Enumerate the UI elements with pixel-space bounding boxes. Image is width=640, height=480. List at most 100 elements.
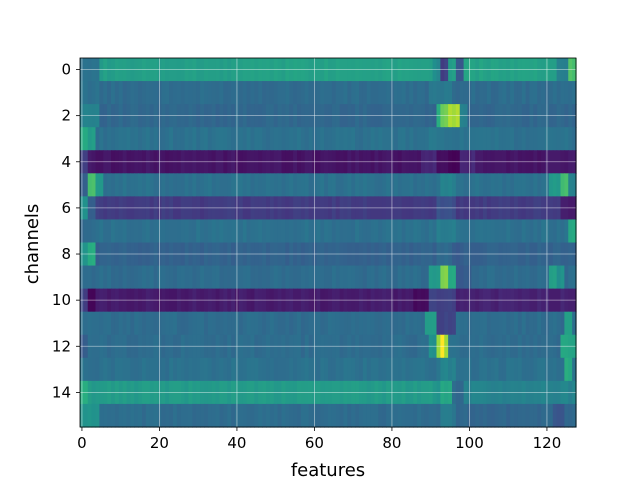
heatmap-cell <box>471 311 476 336</box>
heatmap-cell <box>471 403 476 428</box>
x-tick-label: 60 <box>305 434 324 452</box>
heatmap-cell <box>382 127 387 151</box>
heatmap-cell <box>238 81 244 105</box>
heatmap-cell <box>347 357 352 382</box>
heatmap-cell <box>316 219 321 244</box>
heatmap-cell <box>103 219 108 244</box>
heatmap-cell <box>118 311 124 336</box>
heatmap-cell <box>397 173 403 197</box>
heatmap-cell <box>378 265 383 290</box>
y-tick-label: 14 <box>52 383 71 401</box>
heatmap-cell <box>246 219 252 244</box>
heatmap-cell <box>409 81 414 105</box>
heatmap-cell <box>308 311 314 336</box>
heatmap-cell <box>440 219 445 244</box>
heatmap-cell <box>114 219 120 244</box>
heatmap-cell <box>308 403 314 428</box>
heatmap-cell <box>421 173 426 197</box>
heatmap-cell <box>463 127 469 151</box>
heatmap-cell <box>95 127 100 151</box>
heatmap-cell <box>246 127 252 151</box>
heatmap-cell <box>343 265 348 290</box>
heatmap-cell <box>87 127 93 151</box>
heatmap-cell <box>188 265 193 290</box>
heatmap-cell <box>517 403 523 428</box>
heatmap-cell <box>362 173 368 197</box>
heatmap-cell <box>169 173 174 197</box>
heatmap-cell <box>149 311 155 336</box>
x-tick-label: 20 <box>150 434 169 452</box>
heatmap-cell <box>401 219 407 244</box>
heatmap-cell <box>483 357 488 382</box>
heatmap-cell <box>114 403 120 428</box>
heatmap-cell <box>83 219 89 244</box>
heatmap-cell <box>297 219 302 244</box>
heatmap-cell <box>483 127 488 151</box>
heatmap-cell <box>424 357 430 382</box>
heatmap-cell <box>211 265 217 290</box>
heatmap-cell <box>173 219 178 244</box>
heatmap-cell <box>525 219 531 244</box>
heatmap-cell <box>366 219 372 244</box>
heatmap-cell <box>339 81 345 105</box>
heatmap-cell <box>262 219 267 244</box>
heatmap-cell <box>145 127 151 151</box>
heatmap-cell <box>91 127 97 151</box>
heatmap-cell <box>529 265 534 290</box>
heatmap-cell <box>211 357 217 382</box>
heatmap-cell <box>165 311 170 336</box>
heatmap-cell <box>417 173 422 197</box>
heatmap-cell <box>227 265 232 290</box>
heatmap-cell <box>529 403 534 428</box>
heatmap-cell <box>432 357 438 382</box>
heatmap-cell <box>556 311 562 336</box>
heatmap-cell <box>335 173 341 197</box>
heatmap-cell <box>331 403 337 428</box>
heatmap-cell <box>300 81 306 105</box>
heatmap-cell <box>238 265 244 290</box>
heatmap-cell <box>537 311 542 336</box>
heatmap-cell <box>250 403 255 428</box>
heatmap-cell <box>165 357 170 382</box>
heatmap-cell <box>564 173 569 197</box>
heatmap-cell <box>145 311 151 336</box>
heatmap-cell <box>238 219 244 244</box>
heatmap-cell <box>328 81 333 105</box>
heatmap-cell <box>99 311 104 336</box>
heatmap-cell <box>533 127 538 151</box>
heatmap-cell <box>211 311 217 336</box>
heatmap-cell <box>250 219 255 244</box>
heatmap-cell <box>374 311 379 336</box>
heatmap-cell <box>223 81 228 105</box>
heatmap-cell <box>238 311 244 336</box>
heatmap-cell <box>417 127 422 151</box>
heatmap-cell <box>339 127 345 151</box>
heatmap-cell <box>428 127 434 151</box>
heatmap-cell <box>424 219 430 244</box>
heatmap-cell <box>428 81 434 105</box>
heatmap-cell <box>111 311 116 336</box>
heatmap-cell <box>285 219 290 244</box>
heatmap-cell <box>347 403 352 428</box>
heatmap-cell <box>180 403 186 428</box>
heatmap-cell <box>494 127 500 151</box>
heatmap-cell <box>479 219 484 244</box>
heatmap-cell <box>223 403 228 428</box>
heatmap-cell <box>463 265 469 290</box>
heatmap-cell <box>200 357 205 382</box>
heatmap-cell <box>568 357 573 382</box>
heatmap-cell <box>83 173 89 197</box>
heatmap-cell <box>498 311 503 336</box>
heatmap-cell <box>409 265 414 290</box>
heatmap-cell <box>417 265 422 290</box>
heatmap-cell <box>95 173 100 197</box>
heatmap-cell <box>556 357 562 382</box>
heatmap-cell <box>490 173 496 197</box>
heatmap-cell <box>537 357 542 382</box>
heatmap-cell <box>188 311 193 336</box>
heatmap-cell <box>308 357 314 382</box>
heatmap-cell <box>192 311 197 336</box>
heatmap-cell <box>335 265 341 290</box>
heatmap-cell <box>134 357 139 382</box>
heatmap-cell <box>393 127 399 151</box>
